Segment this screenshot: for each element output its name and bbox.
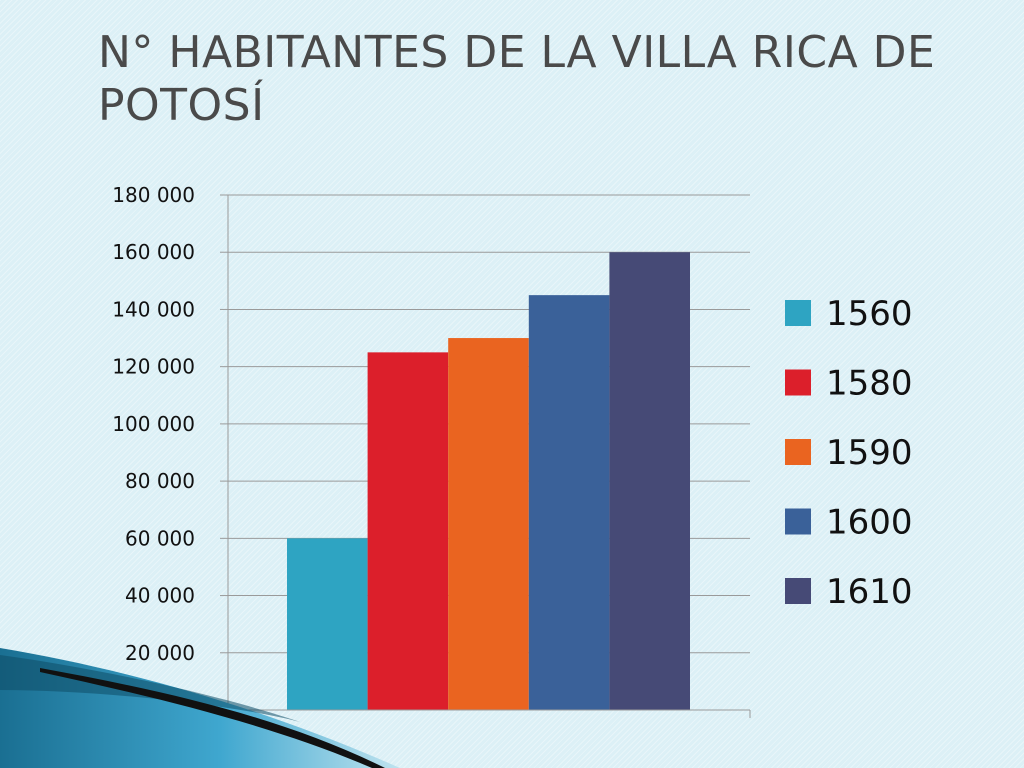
legend-swatch-1600 xyxy=(785,508,811,535)
y-tick-label: 140 000 xyxy=(112,297,195,321)
legend-label-1560: 1560 xyxy=(826,294,913,334)
y-tick-label: 80 000 xyxy=(125,469,195,493)
y-tick-label: 40 000 xyxy=(125,584,195,608)
legend-label-1610: 1610 xyxy=(826,572,913,612)
y-tick-label: 20 000 xyxy=(125,641,195,665)
legend-swatch-1590 xyxy=(785,439,811,465)
y-tick-label: 100 000 xyxy=(112,412,195,436)
bar-1600 xyxy=(528,295,610,710)
bars xyxy=(287,252,690,710)
slide-title: N° HABITANTES DE LA VILLA RICA DE POTOSÍ xyxy=(98,27,936,131)
legend-swatch-1560 xyxy=(785,300,811,326)
y-tick-label: 120 000 xyxy=(112,355,195,379)
legend-swatch-1580 xyxy=(785,369,811,396)
bar-1560 xyxy=(287,538,368,710)
y-tick-label: 160 000 xyxy=(112,240,195,264)
legend-label-1600: 1600 xyxy=(826,503,913,543)
bar-1610 xyxy=(609,252,690,710)
legend: 1560 1580 1590 1600 1610 xyxy=(785,294,913,612)
y-tick-label: 180 000 xyxy=(112,183,195,207)
bar-1580 xyxy=(367,352,449,710)
y-tick-label: 60 000 xyxy=(125,526,195,550)
bar-1590 xyxy=(448,338,529,710)
legend-swatch-1610 xyxy=(785,578,811,604)
legend-label-1590: 1590 xyxy=(826,433,913,473)
legend-label-1580: 1580 xyxy=(826,364,913,404)
